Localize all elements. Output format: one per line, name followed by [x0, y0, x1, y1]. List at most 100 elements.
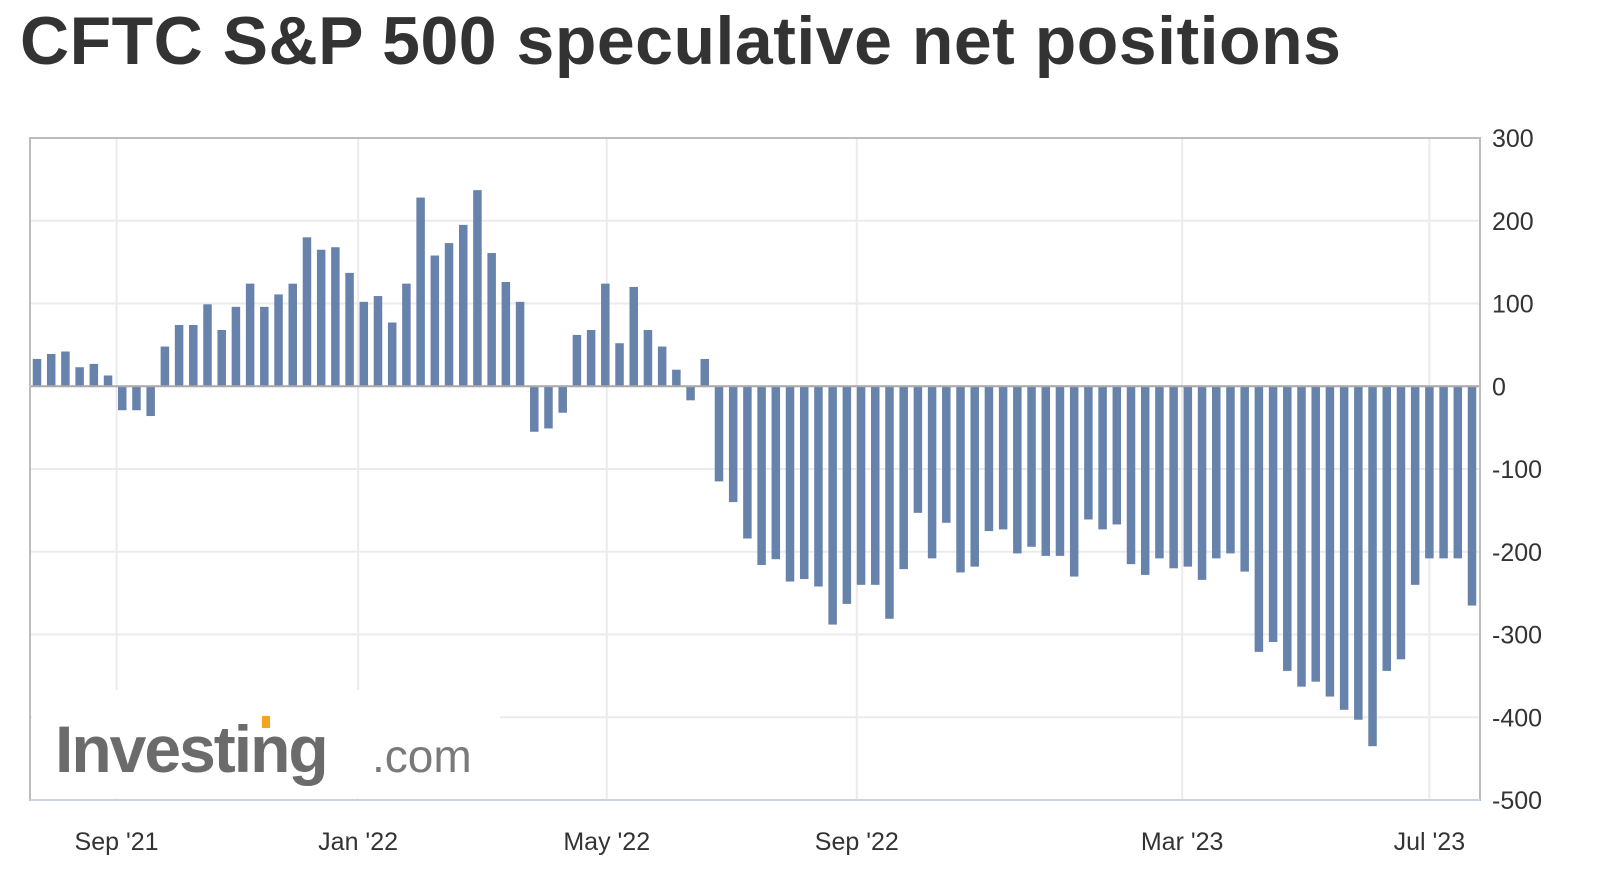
bar [1226, 386, 1235, 554]
bar [1425, 386, 1434, 559]
bar [913, 386, 923, 513]
bar [89, 363, 99, 387]
bar [1084, 386, 1093, 520]
bar [771, 386, 781, 560]
bar [473, 190, 482, 387]
bar [1197, 386, 1207, 580]
bar [501, 281, 511, 387]
bar [1368, 386, 1377, 747]
bar [1396, 386, 1406, 660]
bar [672, 369, 681, 387]
bar [757, 386, 766, 565]
x-tick-label: Mar '23 [1141, 828, 1224, 856]
bar [387, 322, 397, 387]
bar [1098, 386, 1107, 530]
bar [927, 386, 937, 559]
bar [75, 367, 84, 387]
y-tick-label: -100 [1492, 456, 1542, 484]
bar [530, 386, 539, 432]
bar [572, 334, 582, 387]
bar [1183, 386, 1193, 567]
bar [657, 346, 667, 387]
bar [1439, 386, 1448, 559]
bar [1041, 386, 1051, 556]
bar [1140, 386, 1150, 575]
bar [700, 358, 710, 387]
bar [103, 375, 113, 387]
bar [217, 329, 226, 387]
bar [146, 386, 155, 417]
bar [1311, 386, 1320, 682]
y-tick-label: 100 [1492, 291, 1534, 319]
bar [260, 306, 269, 387]
bar [686, 386, 695, 401]
bar [629, 286, 638, 387]
x-tick-label: Jan '22 [318, 828, 398, 856]
watermark-dot [262, 716, 270, 728]
y-tick-label: -400 [1492, 704, 1542, 732]
bar [1283, 386, 1292, 671]
bar [1354, 386, 1363, 720]
watermark-suffix: .com [372, 730, 472, 782]
bar [373, 296, 383, 387]
bar [1382, 386, 1392, 671]
bar [1013, 386, 1022, 554]
bar [728, 386, 738, 503]
bar [359, 301, 369, 387]
bar [458, 224, 468, 387]
bar [1325, 386, 1335, 697]
bar [444, 243, 454, 387]
bar [1297, 386, 1306, 687]
bar [302, 237, 312, 387]
bar [288, 283, 297, 387]
bar [231, 306, 241, 387]
bar [1339, 386, 1349, 710]
bar [203, 304, 212, 387]
y-tick-label: 300 [1492, 125, 1534, 153]
bar [61, 351, 70, 387]
bar [743, 386, 752, 539]
bar [1069, 386, 1079, 577]
bar [615, 343, 624, 387]
bar [558, 386, 567, 413]
bar [430, 255, 440, 387]
bar [1254, 386, 1264, 652]
bar [316, 249, 326, 387]
watermark-background [32, 690, 500, 798]
bar [402, 283, 411, 387]
bar [785, 386, 795, 582]
bar [174, 325, 184, 387]
investing-watermark: Investing .com [32, 690, 500, 798]
bar [799, 386, 809, 580]
bar [1169, 386, 1178, 569]
bar [1268, 386, 1278, 642]
bar [885, 386, 894, 619]
bar [984, 386, 994, 532]
bar [416, 197, 425, 387]
x-tick-label: May '22 [563, 828, 650, 856]
bar [601, 283, 610, 387]
bar [942, 386, 951, 523]
bars [32, 190, 1477, 747]
bar [714, 386, 724, 482]
y-tick-label: -500 [1492, 787, 1542, 815]
bar [1212, 386, 1221, 559]
bar [515, 301, 525, 387]
x-tick-label: Jul '23 [1394, 828, 1465, 856]
y-tick-label: -300 [1492, 622, 1542, 650]
bar [1112, 386, 1122, 525]
axes: 300 200 100 0 -100 -200 -300 -400 -500 Sep '21 Jan… [29, 125, 1542, 856]
bar [1453, 386, 1463, 559]
bar [132, 386, 141, 411]
bar [487, 253, 496, 387]
bar [189, 325, 198, 387]
bar [331, 247, 340, 387]
y-tick-label: -200 [1492, 539, 1542, 567]
bar [1055, 386, 1065, 556]
bar [643, 329, 653, 387]
bar [274, 294, 283, 387]
bar [345, 272, 354, 387]
bar [544, 386, 553, 429]
bar [998, 386, 1008, 530]
bar [1027, 386, 1036, 547]
